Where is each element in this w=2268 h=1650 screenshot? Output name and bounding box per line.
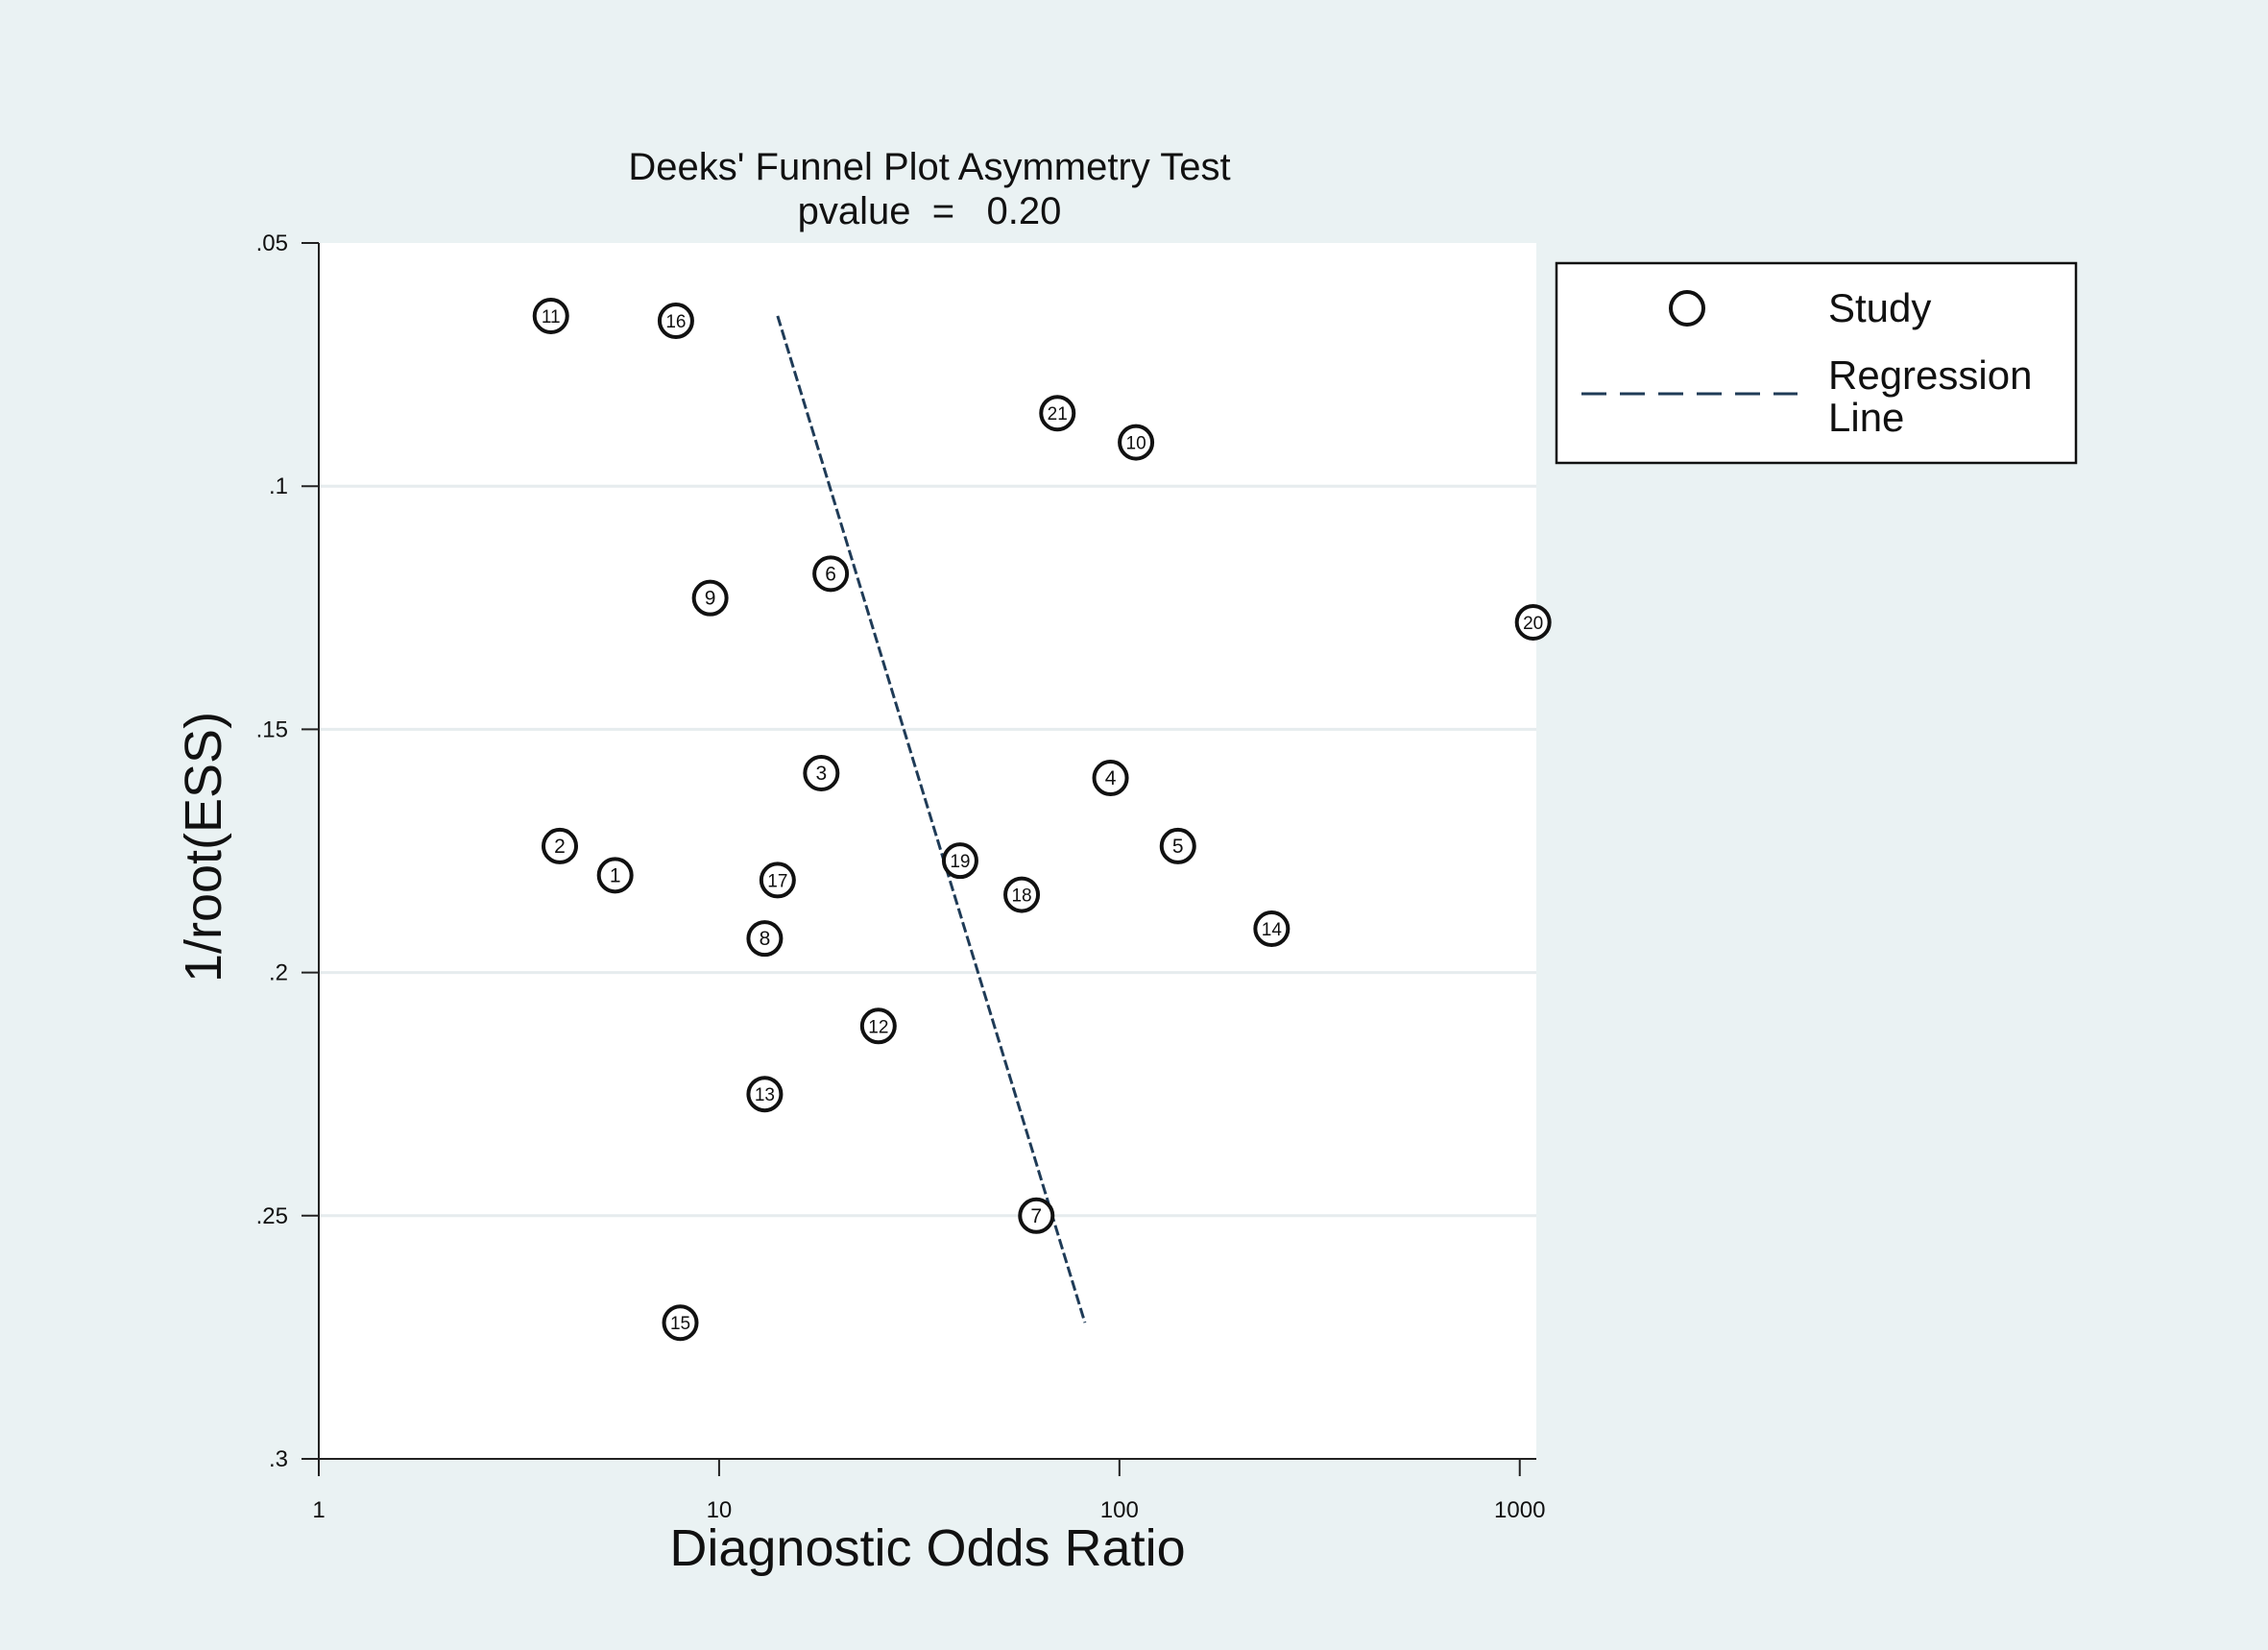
study-point: 2 xyxy=(542,827,579,864)
study-point: 4 xyxy=(1092,760,1129,797)
y-axis-ticks: .05 .1 .15 .2 .25 .3 xyxy=(256,231,319,1472)
study-point-label: 19 xyxy=(950,852,970,872)
y-tick-label: .05 xyxy=(256,231,288,256)
study-point-label: 17 xyxy=(767,871,787,891)
x-tick-label: 1 xyxy=(312,1497,325,1523)
study-point: 15 xyxy=(662,1304,699,1342)
study-point: 3 xyxy=(803,754,840,791)
y-tick-label: .15 xyxy=(256,716,288,742)
y-tick-label: .3 xyxy=(269,1446,288,1472)
legend: Study Regression Line xyxy=(1555,261,2078,465)
study-point: 20 xyxy=(1514,603,1552,641)
study-point-label: 16 xyxy=(665,312,686,332)
study-point-label: 9 xyxy=(705,588,716,610)
x-tick-label: 10 xyxy=(707,1497,733,1523)
x-axis-ticks: 1 10 100 1000 xyxy=(312,1459,1545,1523)
study-point: 12 xyxy=(859,1007,897,1045)
study-point: 10 xyxy=(1118,424,1155,461)
study-point: 14 xyxy=(1253,910,1291,948)
study-point: 21 xyxy=(1039,395,1076,432)
study-point-marker xyxy=(657,303,694,340)
study-point: 13 xyxy=(746,1076,784,1113)
study-point: 9 xyxy=(691,579,729,617)
x-axis-title: Diagnostic Odds Ratio xyxy=(669,1519,1185,1577)
y-tick-label: .1 xyxy=(269,473,288,499)
study-point-label: 2 xyxy=(554,836,566,858)
study-point: 17 xyxy=(759,861,796,899)
study-point-label: 15 xyxy=(670,1314,690,1334)
legend-regression-label-line2: Line xyxy=(1828,395,1904,440)
study-point-label: 1 xyxy=(610,864,621,886)
chart-title: Deeks' Funnel Plot Asymmetry Test xyxy=(628,146,1230,188)
study-point-marker xyxy=(596,857,634,894)
study-point-label: 14 xyxy=(1262,920,1283,940)
study-point-label: 3 xyxy=(815,763,827,785)
study-point-marker xyxy=(812,555,850,593)
study-point-marker xyxy=(803,754,840,791)
study-point-label: 20 xyxy=(1523,614,1543,634)
study-point: 6 xyxy=(812,555,850,593)
study-point-marker xyxy=(532,297,569,334)
study-point-marker xyxy=(746,920,784,958)
y-axis-title: 1/root(ESS) xyxy=(175,712,232,983)
study-point-marker xyxy=(759,861,796,899)
x-tick-label: 100 xyxy=(1100,1497,1139,1523)
study-point: 11 xyxy=(532,297,569,334)
study-point-marker xyxy=(1092,760,1129,797)
study-point: 7 xyxy=(1018,1197,1055,1234)
grid-lines xyxy=(319,484,1536,1218)
study-point-marker xyxy=(1039,395,1076,432)
study-point-marker xyxy=(662,1304,699,1342)
study-point: 16 xyxy=(657,303,694,340)
study-point-label: 11 xyxy=(542,307,561,328)
legend-regression-label-line1: Regression xyxy=(1828,352,2032,398)
study-point: 18 xyxy=(1003,876,1041,913)
study-point-marker xyxy=(1003,876,1041,913)
study-point-label: 4 xyxy=(1105,767,1117,789)
legend-box xyxy=(1555,261,2078,465)
study-point-label: 10 xyxy=(1126,434,1146,454)
study-point-marker xyxy=(941,842,978,880)
study-point: 1 xyxy=(596,857,634,894)
study-point-label: 7 xyxy=(1030,1205,1042,1227)
study-point-label: 12 xyxy=(868,1017,888,1037)
study-point-label: 6 xyxy=(825,563,836,585)
y-tick-label: .2 xyxy=(269,960,288,986)
plot-area xyxy=(319,243,1536,1459)
y-tick-label: .25 xyxy=(256,1203,288,1229)
chart-subtitle: pvalue = 0.20 xyxy=(798,190,1062,232)
study-point-marker xyxy=(1018,1197,1055,1234)
study-point-marker xyxy=(542,827,579,864)
regression-line xyxy=(776,315,1087,1323)
study-point-marker xyxy=(1118,424,1155,461)
study-point: 5 xyxy=(1159,827,1196,864)
study-point-marker xyxy=(746,1076,784,1113)
study-point: 19 xyxy=(941,842,978,880)
study-point: 8 xyxy=(746,920,784,958)
study-point-marker xyxy=(859,1007,897,1045)
study-point-label: 21 xyxy=(1048,404,1068,425)
study-point-marker xyxy=(1253,910,1291,948)
study-point-label: 18 xyxy=(1011,886,1031,907)
study-point-label: 8 xyxy=(760,928,771,950)
legend-study-marker xyxy=(1669,290,1705,327)
study-point-marker xyxy=(1514,603,1552,641)
x-tick-label: 1000 xyxy=(1494,1497,1545,1523)
study-point-marker xyxy=(1159,827,1196,864)
legend-study-label: Study xyxy=(1828,285,1931,330)
study-point-label: 5 xyxy=(1172,836,1184,858)
study-point-label: 13 xyxy=(755,1085,775,1105)
study-point-marker xyxy=(691,579,729,617)
